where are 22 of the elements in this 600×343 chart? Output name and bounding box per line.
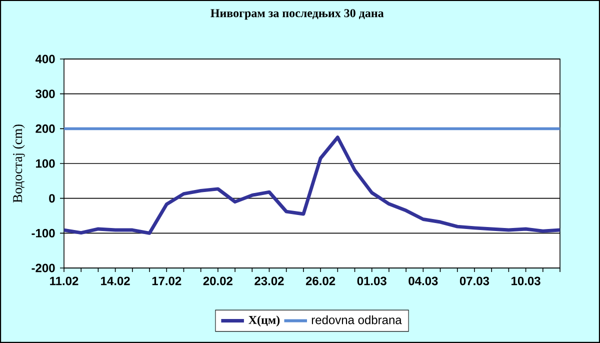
y-axis-title: Водостај (cm) [12, 124, 25, 203]
x-tick-label: 10.03 [512, 276, 540, 286]
x-tick-label: 26.02 [306, 276, 336, 286]
x-tick-label: 20.02 [203, 276, 232, 286]
y-tick-label: 400 [35, 54, 55, 64]
x-tick-label: 01.03 [357, 276, 386, 286]
legend-label: X(цм) [248, 316, 280, 326]
x-tick-label: 11.02 [50, 276, 78, 286]
x-tick-label: 23.02 [254, 276, 284, 286]
x-tick-label: 14.02 [101, 276, 130, 286]
legend-label: redovna odbrana [312, 315, 402, 324]
chart-title: Нивограм за последњих 30 дана [210, 9, 384, 20]
y-tick-label: 0 [49, 194, 55, 203]
y-tick-label: 200 [36, 124, 55, 133]
y-tick-label: 100 [36, 159, 55, 168]
x-tick-label: 04.03 [408, 276, 438, 286]
y-tick-label: -100 [32, 228, 55, 238]
y-tick-label: -200 [32, 264, 55, 272]
x-tick-label: 17.02 [152, 276, 182, 286]
y-tick-label: 300 [36, 90, 55, 98]
line-series [64, 136, 560, 235]
x-tick-label: 07.03 [460, 276, 490, 286]
